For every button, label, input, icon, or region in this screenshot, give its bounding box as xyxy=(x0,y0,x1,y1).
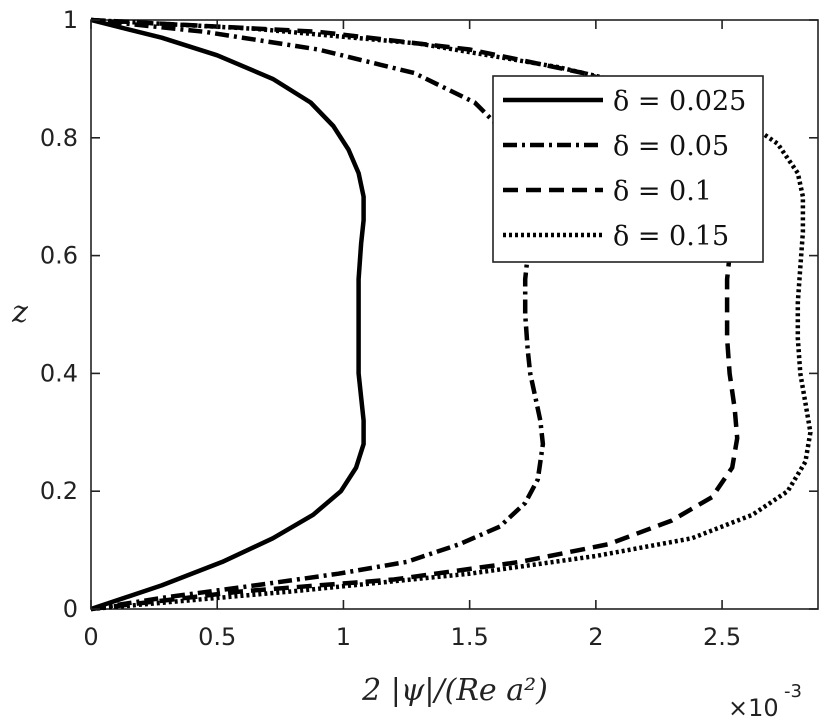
x-exponent-label: ×10 -3 xyxy=(728,681,802,722)
y-tick-label: 0.4 xyxy=(40,359,78,387)
series-line-4 xyxy=(90,17,813,612)
y-tick-label: 0.8 xyxy=(40,124,78,152)
x-exponent-base: ×10 xyxy=(728,694,779,722)
x-tick-label: 0 xyxy=(83,623,98,651)
y-tick-label: 0.6 xyxy=(40,242,78,270)
legend-label-4: δ = 0.15 xyxy=(613,221,729,252)
x-tick-label: 2 xyxy=(588,623,603,651)
series-line-1 xyxy=(90,17,366,612)
x-axis-label: 2 |ψ|/(Re a²) xyxy=(361,673,548,708)
x-tick-label: 2.5 xyxy=(703,623,741,651)
tick-layer: 0 0.5 1 1.5 2 2.5 0 0.2 0.4 0.6 0.8 1 xyxy=(40,6,818,651)
legend-box xyxy=(492,75,764,263)
x-tick-label: 0.5 xyxy=(198,623,236,651)
x-tick-label: 1 xyxy=(336,623,351,651)
legend-label-2: δ = 0.05 xyxy=(613,131,729,162)
y-tick-label: 0 xyxy=(63,595,78,623)
x-tick-label: 1.5 xyxy=(451,623,489,651)
legend-label-1: δ = 0.025 xyxy=(613,86,746,117)
y-tick-label: 1 xyxy=(63,6,78,34)
legend-label-3: δ = 0.1 xyxy=(613,176,712,207)
legend-entries: δ = 0.025 δ = 0.05 δ = 0.1 δ = 0.15 xyxy=(503,86,746,252)
legend: δ = 0.025 δ = 0.05 δ = 0.1 δ = 0.15 xyxy=(492,75,764,263)
y-tick-label: 0.2 xyxy=(40,477,78,505)
x-exponent-power: -3 xyxy=(784,681,802,702)
series-line-2 xyxy=(90,17,546,612)
y-axis-label: z xyxy=(11,295,28,330)
